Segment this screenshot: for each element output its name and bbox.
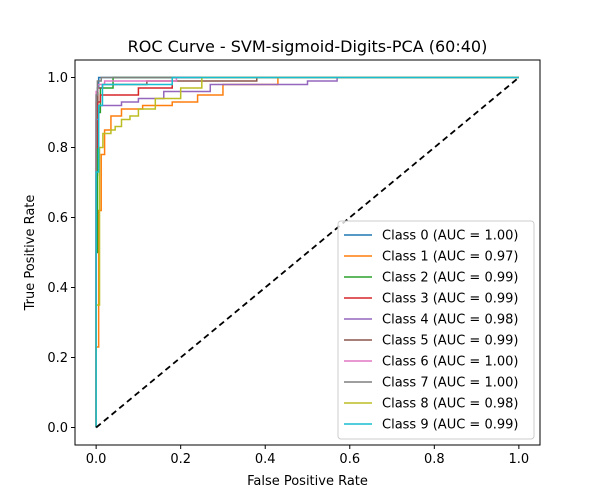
x-axis-ticks: 0.0 0.2 0.4 0.6 0.8 1.0 <box>86 445 529 467</box>
roc-series-class-9 <box>95 76 519 428</box>
legend-entry-label: Class 6 (AUC = 1.00) <box>382 355 518 370</box>
y-tick-label: 0.0 <box>47 421 68 436</box>
x-tick-label: 1.0 <box>509 452 530 467</box>
legend: Class 0 (AUC = 1.00) Class 1 (AUC = 0.97)… <box>337 220 535 440</box>
legend-entry-label: Class 4 (AUC = 0.98) <box>382 313 518 328</box>
legend-box <box>337 220 535 440</box>
legend-entry-label: Class 1 (AUC = 0.97) <box>382 250 518 265</box>
roc-series-class-8 <box>95 76 519 428</box>
y-tick-label: 0.2 <box>47 351 68 366</box>
y-tick-label: 1.0 <box>47 71 68 86</box>
y-axis-label: True Positive Rate <box>23 195 38 312</box>
legend-entry-label: Class 0 (AUC = 1.00) <box>382 229 518 244</box>
roc-series-class-1 <box>95 76 519 428</box>
y-tick-label: 0.6 <box>47 211 68 226</box>
roc-series-class-7 <box>95 76 519 428</box>
legend-entry-label: Class 9 (AUC = 0.99) <box>382 418 518 433</box>
y-tick-label: 0.4 <box>47 281 68 296</box>
legend-entry-label: Class 5 (AUC = 0.99) <box>382 334 518 349</box>
plot-area <box>95 76 520 429</box>
y-axis-ticks: 0.0 0.2 0.4 0.6 0.8 1.0 <box>47 71 75 436</box>
x-tick-label: 0.6 <box>339 452 360 467</box>
legend-entry-label: Class 2 (AUC = 0.99) <box>382 271 518 286</box>
x-tick-label: 0.2 <box>170 452 191 467</box>
x-tick-label: 0.0 <box>86 452 107 467</box>
legend-entry-label: Class 7 (AUC = 1.00) <box>382 376 518 391</box>
plot-frame <box>74 59 541 446</box>
chance-diagonal-line <box>95 76 520 429</box>
x-tick-label: 0.8 <box>424 452 445 467</box>
x-axis-label: False Positive Rate <box>247 474 368 489</box>
y-tick-label: 0.8 <box>47 141 68 156</box>
x-tick-label: 0.4 <box>255 452 276 467</box>
legend-entry-label: Class 8 (AUC = 0.98) <box>382 397 518 412</box>
legend-entry-label: Class 3 (AUC = 0.99) <box>382 292 518 307</box>
roc-series-class-3 <box>95 76 519 428</box>
chart-title: ROC Curve - SVM-sigmoid-Digits-PCA (60:4… <box>128 37 488 56</box>
